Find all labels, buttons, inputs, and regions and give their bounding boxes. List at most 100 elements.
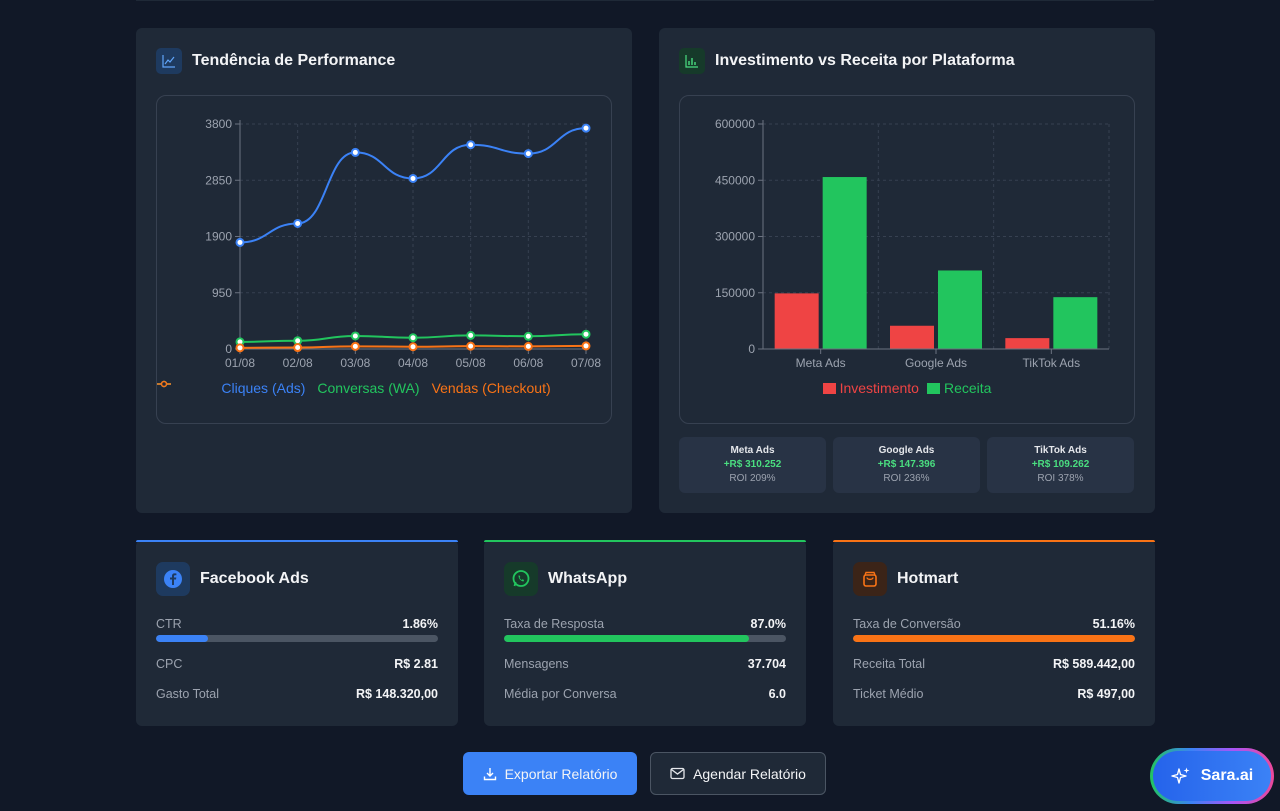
legend-item[interactable]: Investimento <box>822 380 919 396</box>
spend-label: Gasto Total <box>156 687 220 701</box>
export-report-label: Exportar Relatório <box>504 765 618 782</box>
ctr-value: 1.86% <box>402 617 438 631</box>
roi-card-google: Google Ads +R$ 147.396 ROI 236% <box>833 437 980 493</box>
performance-legend[interactable]: Cliques (Ads) Conversas (WA) Vendas (Check… <box>157 380 611 396</box>
ctr-progress-bar <box>156 635 438 642</box>
avg-per-conversation-label: Média por Conversa <box>504 687 617 701</box>
card-accent-border <box>833 540 1155 542</box>
legend-item[interactable]: Cliques (Ads) <box>157 380 306 396</box>
legend-swatch <box>926 382 940 394</box>
bar-investimento <box>774 293 819 349</box>
card-accent-border <box>484 540 806 542</box>
roi-platform: Google Ads <box>878 445 935 456</box>
y-tick-label: 300000 <box>715 230 755 244</box>
investment-card: Investimento vs Receita por Plataforma 6… <box>659 28 1155 513</box>
data-point <box>350 147 360 157</box>
roi-profit: +R$ 310.252 <box>723 459 782 470</box>
sparkles-icon <box>1171 767 1190 784</box>
data-point <box>293 218 303 228</box>
legend-label: Vendas (Checkout) <box>431 380 551 396</box>
response-rate-value: 87.0% <box>750 617 786 631</box>
roi-percent: ROI 378% <box>1037 473 1084 484</box>
data-point <box>235 237 245 247</box>
data-point <box>408 342 418 352</box>
avg-per-conversation-value: 6.0 <box>768 687 786 701</box>
messages-value: 37.704 <box>747 657 786 671</box>
spend-value: R$ 148.320,00 <box>355 687 438 701</box>
sara-ai-button[interactable]: Sara.ai <box>1150 748 1274 804</box>
ctr-progress-fill <box>156 635 209 642</box>
x-tick-label: Meta Ads <box>796 356 846 370</box>
data-point <box>466 341 476 351</box>
roi-summary: Meta Ads +R$ 310.252 ROI 209% Google Ads… <box>679 437 1134 493</box>
bar-investimento <box>890 325 934 349</box>
facebook-ads-header: Facebook Ads <box>156 562 309 596</box>
data-point <box>466 330 476 340</box>
performance-line-chart: 3800 2850 1900 950 001/08 02/08 03/08 04/08 05/0… <box>205 117 601 370</box>
total-revenue-label: Receita Total <box>853 657 926 671</box>
performance-header: Tendência de Performance <box>156 48 395 74</box>
conversion-rate-row: Taxa de Conversão 51.16% <box>853 617 1135 631</box>
card-accent-border <box>136 540 458 542</box>
response-rate-progress-bar <box>504 635 786 642</box>
bar-receita <box>938 270 982 349</box>
cpc-label: CPC <box>156 657 183 671</box>
facebook-ads-card: Facebook Ads CTR 1.86% CPC R$ 2.81 Gasto… <box>136 540 458 726</box>
roi-percent: ROI 209% <box>729 473 776 484</box>
hotmart-header: Hotmart <box>853 562 958 596</box>
data-point <box>523 149 533 159</box>
legend-label: Cliques (Ads) <box>221 380 306 396</box>
legend-item[interactable]: Receita <box>926 380 991 396</box>
hotmart-title: Hotmart <box>897 570 959 587</box>
avg-per-conversation-row: Média por Conversa 6.0 <box>504 687 786 701</box>
conversion-rate-progress-fill <box>853 635 1135 642</box>
data-point <box>523 341 533 351</box>
roi-platform: TikTok Ads <box>1034 445 1087 456</box>
roi-percent: ROI 236% <box>883 473 930 484</box>
ctr-row: CTR 1.86% <box>156 617 438 631</box>
bar-chart-icon <box>679 48 705 74</box>
x-tick-label: 04/08 <box>398 356 428 370</box>
messages-label: Mensagens <box>504 657 569 671</box>
roi-card-meta: Meta Ads +R$ 310.252 ROI 209% <box>679 437 826 493</box>
export-report-button[interactable]: Exportar Relatório <box>463 752 637 795</box>
investment-legend[interactable]: Investimento Receita <box>680 380 1134 396</box>
data-point <box>408 173 418 183</box>
y-tick-label: 450000 <box>715 173 755 187</box>
legend-item[interactable]: Vendas (Checkout) <box>157 380 551 396</box>
response-rate-label: Taxa de Resposta <box>504 617 605 631</box>
y-tick-label: 600000 <box>715 117 755 131</box>
performance-title: Tendência de Performance <box>192 52 396 69</box>
response-rate-row: Taxa de Resposta 87.0% <box>504 617 786 631</box>
schedule-report-button[interactable]: Agendar Relatório <box>650 752 826 795</box>
schedule-report-label: Agendar Relatório <box>693 765 806 782</box>
legend-item[interactable]: Conversas (WA) <box>157 380 420 396</box>
legend-label: Investimento <box>839 380 919 396</box>
line-chart-icon <box>156 48 182 74</box>
data-point <box>523 331 533 341</box>
ctr-label: CTR <box>156 617 182 631</box>
roi-card-tiktok: TikTok Ads +R$ 109.262 ROI 378% <box>987 437 1134 493</box>
bar-investimento <box>1005 338 1050 349</box>
data-point <box>293 343 303 353</box>
data-point <box>350 341 360 351</box>
data-point <box>235 343 245 353</box>
x-tick-label: 05/08 <box>456 356 486 370</box>
data-point <box>581 329 591 339</box>
data-point <box>466 140 476 150</box>
investment-chart-container: 600000 450000 300000 150000 0 Meta Ads Google … <box>679 95 1135 424</box>
whatsapp-card: WhatsApp Taxa de Resposta 87.0% Mensagen… <box>484 540 806 726</box>
x-tick-label: Google Ads <box>905 356 967 370</box>
facebook-icon <box>156 562 190 596</box>
roi-platform: Meta Ads <box>730 445 775 456</box>
shopping-bag-icon <box>853 562 887 596</box>
y-tick-label: 950 <box>212 286 232 300</box>
data-point <box>581 341 591 351</box>
whatsapp-title: WhatsApp <box>548 570 628 587</box>
performance-card: Tendência de Performance 3800 2850 1900 950… <box>136 28 632 513</box>
legend-label: Conversas (WA) <box>317 380 420 396</box>
y-tick-label: 3800 <box>205 117 232 131</box>
whatsapp-header: WhatsApp <box>504 562 627 596</box>
x-tick-label: 06/08 <box>513 356 543 370</box>
conversion-rate-value: 51.16% <box>1092 617 1135 631</box>
